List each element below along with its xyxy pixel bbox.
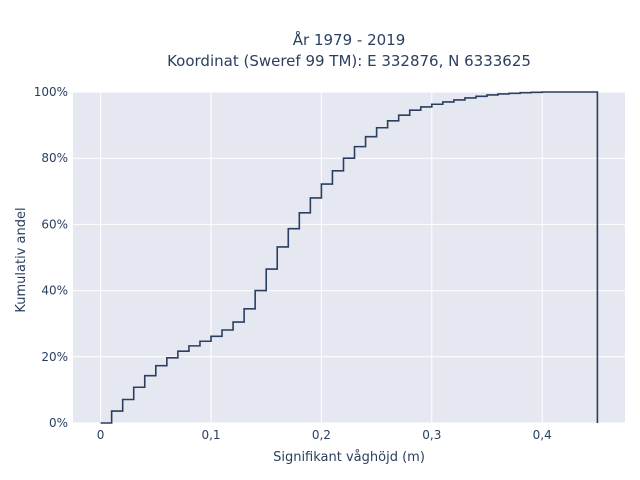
- y-tick-label: 20%: [41, 350, 68, 364]
- y-tick-label: 100%: [34, 85, 68, 99]
- x-tick-label: 0,1: [201, 428, 220, 442]
- chart-title: År 1979 - 2019: [293, 30, 406, 49]
- y-tick-label: 0%: [49, 416, 68, 430]
- x-tick-label: 0,4: [533, 428, 552, 442]
- x-tick-label: 0,3: [422, 428, 441, 442]
- plot-area: [73, 92, 625, 423]
- series: [100, 91, 599, 424]
- y-tick-label: 60%: [41, 217, 68, 231]
- y-axis-title: Kumulativ andel: [14, 207, 29, 312]
- y-tick-label: 40%: [41, 284, 68, 298]
- x-axis-ticks: 0 0,1 0,2 0,3 0,4: [97, 428, 552, 442]
- x-tick-label: 0,2: [312, 428, 331, 442]
- x-tick-label: 0: [97, 428, 105, 442]
- cumulative-step-line: [100, 91, 599, 424]
- chart-subtitle: Koordinat (Sweref 99 TM): E 332876, N 63…: [167, 52, 531, 70]
- y-tick-label: 80%: [41, 151, 68, 165]
- y-axis-ticks: 0% 20% 40% 60% 80% 100%: [34, 85, 68, 430]
- x-axis-title: Signifikant våghöjd (m): [273, 450, 425, 465]
